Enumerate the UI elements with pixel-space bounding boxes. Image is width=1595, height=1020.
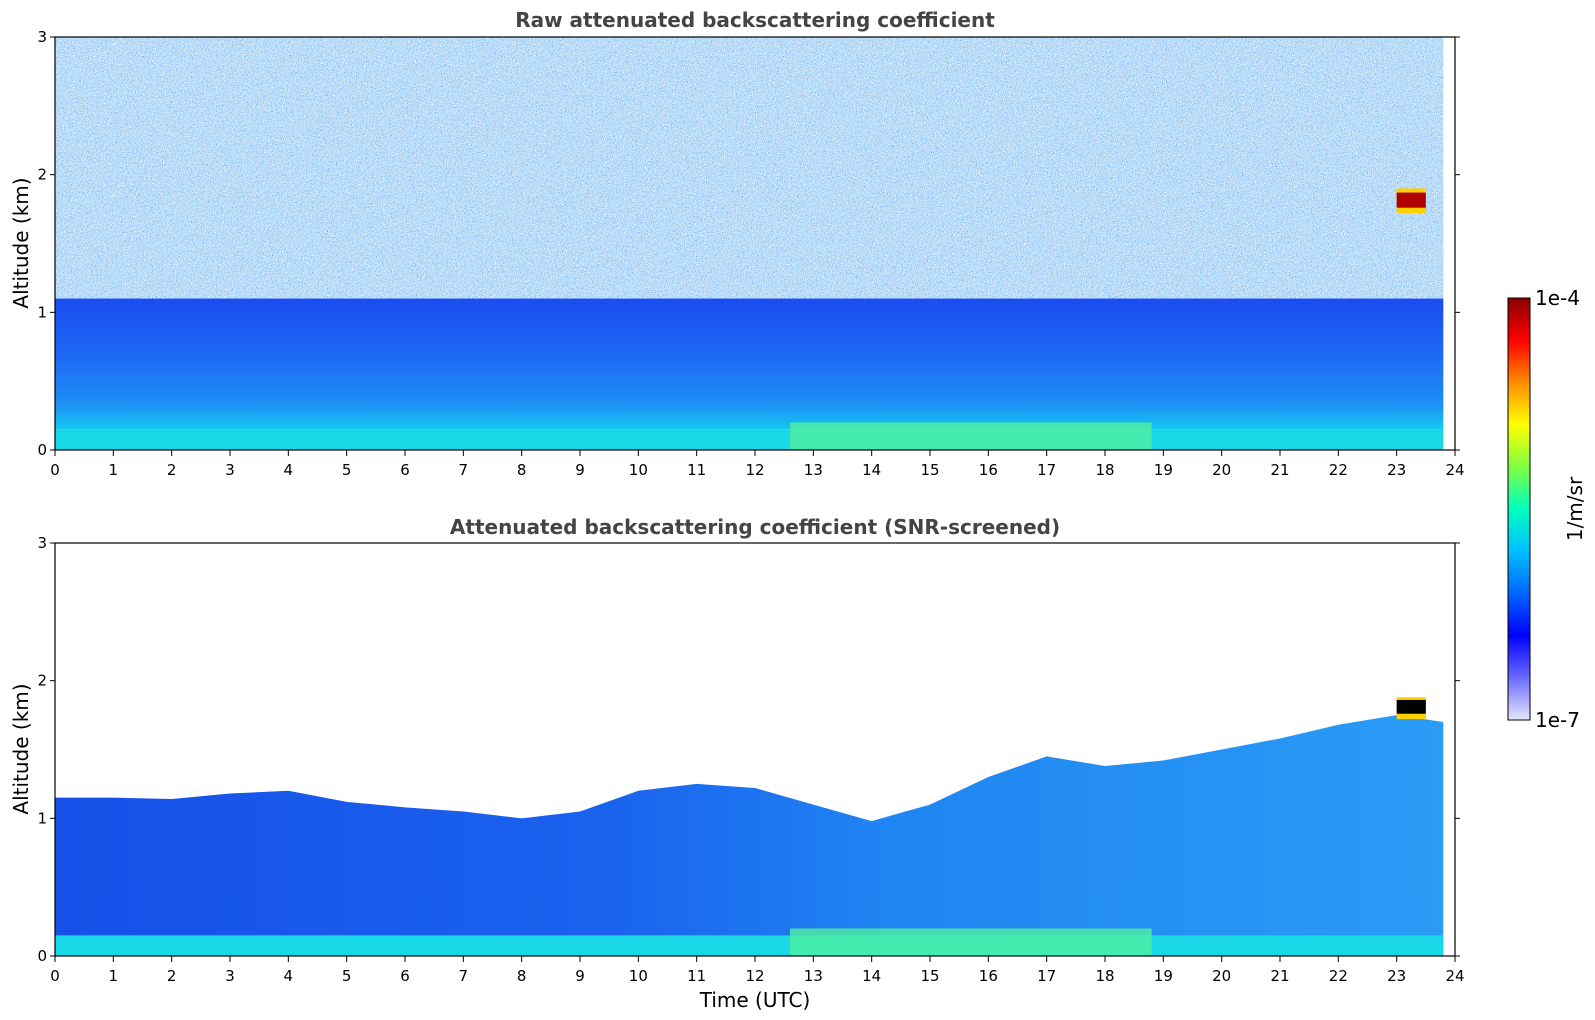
- x-tick-label: 8: [517, 461, 527, 479]
- x-tick-label: 19: [1154, 461, 1173, 479]
- enhanced-surface-layer: [790, 928, 1152, 956]
- x-tick-label: 4: [284, 461, 294, 479]
- panel1-title: Raw attenuated backscattering coefficien…: [515, 8, 995, 32]
- x-tick-label: 11: [687, 967, 706, 985]
- x-tick-label: 8: [517, 967, 527, 985]
- x-tick-label: 2: [167, 461, 177, 479]
- x-tick-label: 0: [50, 967, 60, 985]
- x-tick-label: 4: [284, 967, 294, 985]
- x-tick-label: 15: [920, 967, 939, 985]
- y-tick-label: 0: [37, 441, 47, 459]
- y-tick-label: 1: [37, 809, 47, 827]
- x-axis-label: Time (UTC): [699, 988, 811, 1012]
- x-tick-label: 7: [459, 461, 469, 479]
- panel2-y-axis-label: Altitude (km): [9, 683, 33, 814]
- panel1-x-ticks: 0 1 2 3 4 5 6 7 8 9 10 11 12 13 14 15 16 17 18 19 20 21 22 23 24: [50, 450, 1465, 479]
- x-tick-label: 24: [1445, 967, 1464, 985]
- x-tick-label: 3: [225, 461, 235, 479]
- x-tick-label: 16: [979, 461, 998, 479]
- x-tick-label: 23: [1387, 461, 1406, 479]
- x-tick-label: 24: [1445, 461, 1464, 479]
- x-tick-label: 11: [687, 461, 706, 479]
- colorbar-gradient: [1507, 297, 1531, 721]
- boundary-layer: [55, 715, 1444, 956]
- x-tick-label: 13: [804, 967, 823, 985]
- x-tick-label: 21: [1270, 967, 1289, 985]
- x-tick-label: 17: [1037, 967, 1056, 985]
- colorbar-unit-label: 1/m/sr: [1563, 476, 1587, 541]
- surface-layer: [55, 429, 1444, 450]
- x-tick-label: 12: [745, 461, 764, 479]
- panel2-title: Attenuated backscattering coefficient (S…: [450, 515, 1060, 539]
- y-tick-label: 2: [37, 672, 47, 690]
- x-tick-label: 22: [1329, 967, 1348, 985]
- y-tick-label: 2: [37, 166, 47, 184]
- cloud-core: [1396, 699, 1426, 714]
- x-tick-label: 18: [1095, 461, 1114, 479]
- x-tick-label: 10: [629, 461, 648, 479]
- x-tick-label: 14: [862, 461, 881, 479]
- x-tick-label: 20: [1212, 461, 1231, 479]
- colorbar: 1e-4 1e-7 1/m/sr: [1507, 286, 1587, 732]
- x-tick-label: 5: [342, 967, 352, 985]
- panel1-heatmap: [55, 37, 1455, 450]
- x-tick-label: 16: [979, 967, 998, 985]
- x-tick-label: 7: [459, 967, 469, 985]
- panel1-plot-area: 0 1 2 3 4 5 6 7 8 9 10 11 12 13 14 15 16 17 18 19 20 21 22 23 24…: [37, 28, 1464, 479]
- x-tick-label: 20: [1212, 967, 1231, 985]
- surface-layer: [55, 935, 1444, 956]
- y-tick-label: 0: [37, 947, 47, 965]
- x-tick-label: 6: [400, 967, 410, 985]
- enhanced-surface-layer: [790, 422, 1152, 450]
- y-tick-label: 3: [37, 534, 47, 552]
- x-tick-label: 23: [1387, 967, 1406, 985]
- x-tick-label: 1: [109, 967, 119, 985]
- x-tick-label: 19: [1154, 967, 1173, 985]
- panel2-plot-area: 0 1 2 3 4 5 6 7 8 9 10 11 12 13 14 15 16 17 18 19 20 21 22 23 24…: [37, 534, 1464, 985]
- x-tick-label: 3: [225, 967, 235, 985]
- aerosol-layer: [55, 298, 1444, 430]
- colorbar-max-label: 1e-4: [1535, 286, 1580, 310]
- x-tick-label: 17: [1037, 461, 1056, 479]
- x-tick-label: 5: [342, 461, 352, 479]
- x-tick-label: 13: [804, 461, 823, 479]
- x-tick-label: 0: [50, 461, 60, 479]
- x-tick-label: 21: [1270, 461, 1289, 479]
- x-tick-label: 2: [167, 967, 177, 985]
- noise-speckle-dark: [55, 37, 1444, 299]
- x-tick-label: 9: [575, 967, 585, 985]
- x-tick-label: 22: [1329, 461, 1348, 479]
- cloud-core: [1396, 192, 1426, 208]
- panel1-y-axis-label: Altitude (km): [9, 177, 33, 308]
- x-tick-label: 10: [629, 967, 648, 985]
- x-tick-label: 12: [745, 967, 764, 985]
- panel2-heatmap: [55, 543, 1455, 956]
- panel2-x-ticks: 0 1 2 3 4 5 6 7 8 9 10 11 12 13 14 15 16 17 18 19 20 21 22 23 24: [50, 956, 1465, 985]
- x-tick-label: 14: [862, 967, 881, 985]
- x-tick-label: 6: [400, 461, 410, 479]
- panel2-y-ticks: 0 1 2 3: [37, 534, 1460, 965]
- x-tick-label: 15: [920, 461, 939, 479]
- panel1-y-ticks: 0 1 2 3: [37, 28, 1460, 459]
- y-tick-label: 1: [37, 303, 47, 321]
- x-tick-label: 9: [575, 461, 585, 479]
- x-tick-label: 18: [1095, 967, 1114, 985]
- colorbar-min-label: 1e-7: [1535, 708, 1580, 732]
- y-tick-label: 3: [37, 28, 47, 46]
- x-tick-label: 1: [109, 461, 119, 479]
